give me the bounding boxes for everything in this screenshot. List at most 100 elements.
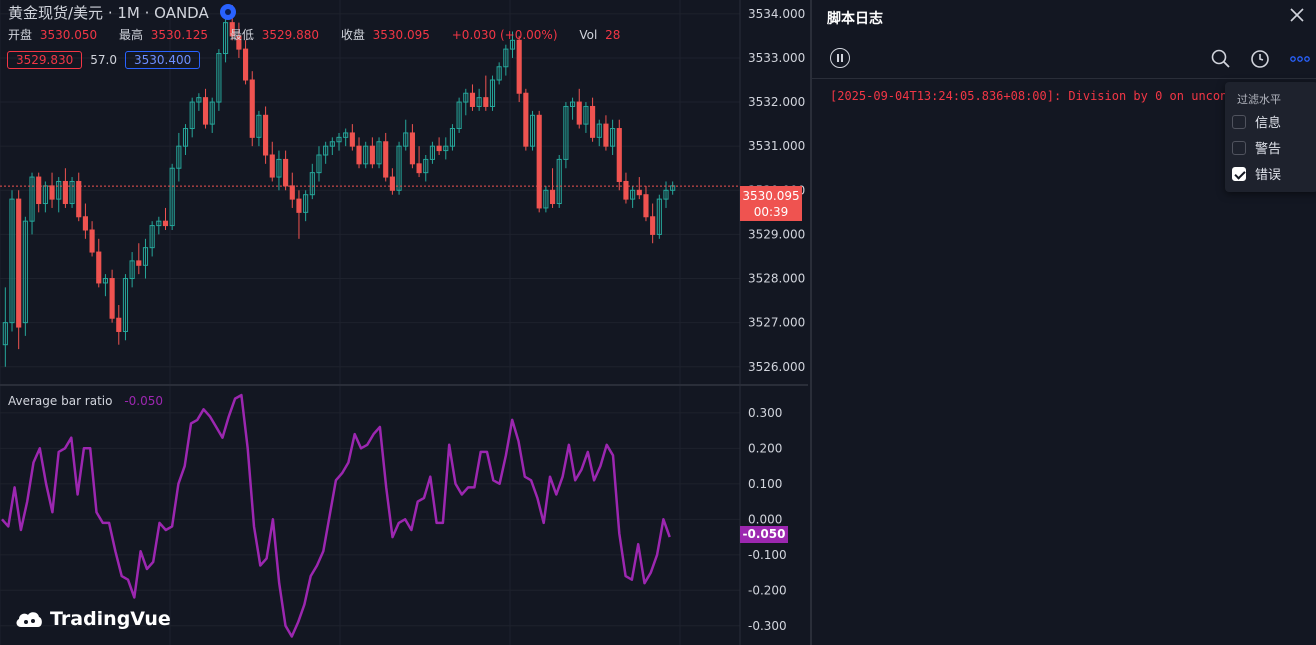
candle-body — [309, 172, 315, 196]
candle-body — [529, 114, 536, 147]
filter-item-warning[interactable]: 警告 — [1232, 138, 1281, 157]
log-toolbar — [812, 44, 1316, 76]
candle-body — [129, 260, 135, 280]
close-icon[interactable] — [1288, 6, 1306, 24]
search-icon[interactable] — [1210, 48, 1232, 70]
filter-item-label: 错误 — [1255, 168, 1282, 183]
candle-body — [56, 180, 62, 200]
candle-body — [389, 176, 395, 191]
candle-body — [102, 278, 109, 284]
candle-body — [523, 92, 529, 147]
candle-body — [289, 185, 295, 200]
candle-body — [656, 198, 662, 235]
candle-body — [249, 79, 255, 138]
candle-body — [423, 158, 429, 174]
candle-body — [590, 105, 596, 138]
data-source-icon — [219, 4, 236, 20]
cloud-logo-icon — [16, 612, 42, 627]
candle-body — [96, 251, 102, 284]
symbol-header[interactable]: 黄金现货/美元 · 1M · OANDA — [8, 2, 236, 23]
candle-body — [556, 158, 562, 205]
candle-body — [363, 145, 369, 165]
candle-body — [209, 101, 215, 125]
filter-level-menu: 过滤水平 信息 警告 错误 — [1225, 82, 1316, 192]
log-entry-error[interactable]: [2025-09-04T13:24:05.836+08:00]: Divisio… — [830, 89, 1225, 103]
low-value: 3529.880 — [261, 28, 319, 42]
error-checkbox[interactable] — [1232, 166, 1246, 181]
candle-body — [436, 145, 442, 152]
vol-value: 28 — [605, 28, 621, 42]
candle-body — [349, 132, 355, 147]
indicator-tick-label: -0.300 — [748, 619, 787, 633]
bid-pill[interactable]: 3529.830 — [7, 51, 83, 69]
candle-body — [29, 176, 35, 222]
candle-body — [603, 123, 609, 147]
candle-body — [469, 92, 476, 107]
open-label: 开盘 — [8, 28, 33, 42]
candle-body — [162, 220, 169, 227]
candle-body — [136, 260, 142, 266]
symbol-title[interactable]: 黄金现货/美元 · 1M · OANDA — [8, 4, 209, 22]
candle-body — [116, 317, 122, 332]
filter-item-label: 信息 — [1255, 116, 1282, 131]
candle-body — [503, 48, 509, 68]
candle-body — [22, 220, 28, 324]
candle-body — [456, 101, 462, 130]
candle-body — [409, 132, 415, 165]
candle-body — [169, 167, 175, 227]
spread-value: 57.0 — [90, 53, 117, 67]
candle-body — [89, 229, 95, 253]
candle-body — [283, 158, 289, 187]
candle-body — [9, 198, 15, 324]
indicator-tick-label: 0.200 — [748, 441, 782, 455]
indicator-line — [1, 393, 671, 638]
close-label: 收盘 — [340, 28, 365, 42]
ohlc-legend: 开盘 3530.050 最高 3530.125 最低 3529.880 收盘 3… — [8, 26, 638, 43]
filter-item-info[interactable]: 信息 — [1232, 112, 1281, 131]
indicator-tick-label: -0.200 — [748, 583, 787, 597]
candle-body — [636, 189, 642, 196]
candle-body — [549, 189, 556, 205]
price-tick-label: 3532.000 — [748, 95, 805, 109]
candle-body — [449, 128, 456, 147]
filter-item-error[interactable]: 错误 — [1232, 164, 1281, 183]
candle-body — [222, 22, 229, 55]
candle-body — [650, 216, 656, 235]
candle-body — [156, 220, 162, 227]
indicator-tick-label: 0.000 — [748, 512, 782, 526]
candle-body — [196, 97, 202, 103]
vol-label: Vol — [579, 28, 598, 42]
indicator-tick-label: 0.300 — [748, 406, 782, 420]
chart-canvas[interactable]: 3534.0003533.0003532.0003531.0003530.000… — [0, 0, 808, 645]
candle-body — [122, 278, 129, 332]
candle-body — [236, 35, 242, 50]
clock-icon[interactable] — [1249, 48, 1271, 70]
candle-body — [576, 101, 582, 125]
candle-body — [329, 141, 335, 147]
price-tick-label: 3533.000 — [748, 51, 805, 65]
ask-pill[interactable]: 3530.400 — [124, 51, 201, 69]
candle-body — [663, 189, 669, 200]
more-options-icon[interactable] — [1289, 48, 1311, 70]
filter-item-label: 警告 — [1255, 142, 1282, 157]
indicator-tick-label: -0.100 — [748, 548, 787, 562]
bar-countdown: 00:39 — [753, 205, 789, 219]
warning-checkbox[interactable] — [1232, 140, 1246, 155]
filter-menu-title: 过滤水平 — [1237, 93, 1281, 106]
change-value: +0.030 (+0.00%) — [451, 28, 558, 42]
candle-body — [516, 39, 522, 94]
logo-text: TradingVue — [50, 608, 171, 630]
candle-body — [149, 225, 155, 249]
candle-body — [263, 114, 269, 156]
tradingvue-logo: TradingVue — [14, 608, 171, 630]
chart-area[interactable]: 3534.0003533.0003532.0003531.0003530.000… — [0, 0, 808, 645]
toolbar-divider — [812, 78, 1316, 79]
pause-icon[interactable] — [830, 48, 850, 68]
indicator-legend[interactable]: Average bar ratio -0.050 — [8, 394, 163, 408]
candle-body — [276, 158, 282, 178]
info-checkbox[interactable] — [1232, 114, 1246, 129]
candle-body — [623, 180, 629, 200]
candle-body — [583, 105, 589, 125]
price-tick-label: 3528.000 — [748, 272, 805, 286]
candle-body — [62, 180, 68, 205]
